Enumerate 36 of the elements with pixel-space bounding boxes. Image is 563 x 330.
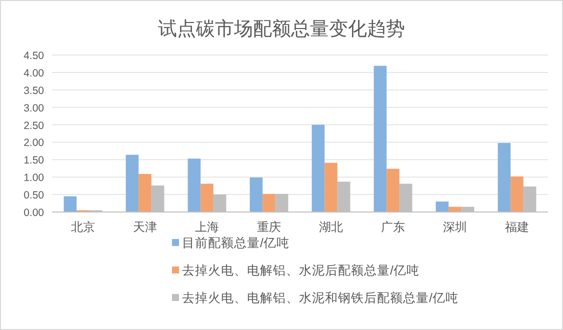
x-tick-label: 上海 [195, 220, 219, 234]
y-tick-label: 0.50 [24, 190, 44, 202]
y-tick-label: 3.50 [24, 84, 44, 97]
bar [64, 196, 77, 212]
bar [262, 194, 276, 212]
bar [374, 66, 387, 212]
bar [200, 184, 214, 212]
bar [498, 142, 511, 212]
x-tick-label: 深圳 [443, 220, 467, 234]
x-tick-label: 广东 [381, 220, 405, 234]
bar [250, 177, 263, 212]
bar [312, 124, 325, 212]
bar [126, 154, 139, 212]
x-tick-label: 北京 [71, 220, 95, 234]
y-tick-label: 0.00 [24, 207, 44, 219]
x-tick-label: 湖北 [319, 220, 343, 234]
bar [324, 162, 338, 212]
bar [188, 158, 201, 212]
bar [138, 174, 152, 212]
y-tick-label: 2.50 [24, 120, 44, 132]
legend-label: 去掉火电、电解铝、水泥和钢铁后配额总量/亿吨 [182, 291, 458, 305]
x-tick-label: 天津 [133, 220, 157, 234]
bar [436, 202, 449, 212]
y-tick-label: 3.00 [24, 102, 44, 114]
legend-label: 目前配额总量/亿吨 [182, 236, 290, 250]
legend-label: 去掉火电、电解铝、水泥后配额总量/亿吨 [182, 264, 420, 278]
y-tick-label: 4.00 [24, 67, 44, 80]
y-tick-label: 1.50 [24, 154, 44, 167]
x-tick-label: 福建 [505, 220, 529, 234]
chart-title: 试点碳市场配额总量变化趋势 [158, 18, 405, 40]
y-tick-label: 4.50 [24, 50, 44, 62]
bar [386, 168, 400, 212]
y-tick-label: 2.00 [24, 137, 44, 150]
y-tick-label: 1.00 [24, 172, 44, 184]
bar [510, 176, 524, 212]
x-tick-label: 重庆 [257, 220, 281, 234]
